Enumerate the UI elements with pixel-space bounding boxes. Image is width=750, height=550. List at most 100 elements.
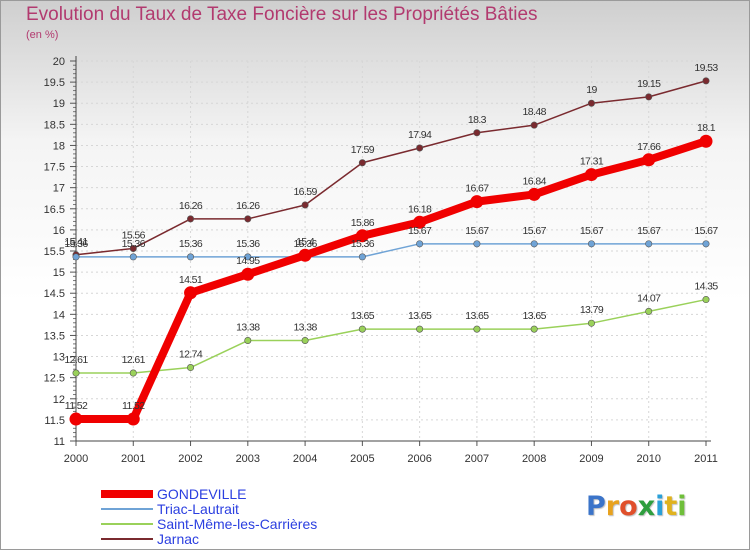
data-label-gondeville: 16.84 [523, 175, 547, 187]
data-label-saint-meme-les-carrieres: 12.74 [179, 349, 203, 361]
y-tick-label: 17 [53, 183, 65, 195]
x-tick-label: 2006 [407, 453, 431, 465]
axis-layer: 11 11.5 12 12.5 13 13.5 14 14.5 15 15.5 16 16.5 17 17… [44, 56, 718, 465]
y-tick-label: 13.5 [44, 330, 65, 342]
legend-swatch-jarnac [101, 538, 153, 540]
data-point-triac-lautrait [416, 240, 424, 248]
data-point-jarnac [473, 129, 481, 137]
data-label-gondeville: 16.18 [408, 203, 432, 215]
y-tick-label: 11 [54, 436, 65, 448]
y-tick-label: 12.5 [44, 373, 65, 385]
data-label-jarnac: 17.59 [351, 144, 375, 156]
data-point-triac-lautrait [530, 240, 538, 248]
series-line-jarnac [75, 80, 707, 256]
data-point-gondeville [527, 187, 541, 201]
data-label-jarnac: 16.26 [179, 200, 203, 212]
logo-letter: i [677, 491, 687, 522]
data-label-saint-meme-les-carrieres: 13.38 [293, 322, 317, 334]
data-point-gondeville [69, 412, 83, 426]
logo-letter: P [586, 491, 606, 522]
y-tick-label: 15 [53, 267, 65, 279]
data-point-gondeville [126, 412, 140, 426]
data-point-jarnac [129, 244, 137, 252]
logo-letter: t [664, 491, 678, 522]
data-label-triac-lautrait: 15.36 [64, 238, 88, 250]
x-tick-label: 2000 [64, 453, 88, 465]
data-label-triac-lautrait: 15.36 [179, 238, 203, 250]
y-tick-label: 19 [53, 98, 65, 110]
data-label-saint-meme-les-carrieres: 13.65 [523, 310, 547, 322]
legend-swatch-triac-lautrait [101, 508, 153, 510]
data-label-jarnac: 17.94 [408, 129, 432, 141]
data-label-jarnac: 16.26 [236, 200, 260, 212]
legend-label-triac-lautrait: Triac-Lautrait [157, 501, 239, 517]
data-point-saint-meme-les-carrieres [530, 325, 538, 333]
y-axis-unit-label: (en %) [26, 29, 59, 41]
data-point-triac-lautrait [587, 240, 595, 248]
data-label-triac-lautrait: 15.67 [523, 225, 547, 237]
y-tick-label: 20 [53, 56, 65, 68]
data-label-gondeville: 16.67 [465, 183, 489, 195]
data-point-gondeville [241, 267, 255, 281]
y-tick-label: 15.5 [44, 246, 65, 258]
proxiti-logo: Proxiti [586, 491, 687, 522]
data-point-gondeville [413, 215, 427, 229]
y-tick-label: 11.5 [44, 415, 65, 427]
data-label-gondeville: 15.86 [351, 217, 375, 229]
data-point-gondeville [699, 134, 713, 148]
data-point-triac-lautrait [129, 253, 137, 261]
data-label-triac-lautrait: 15.67 [465, 225, 489, 237]
data-point-gondeville [470, 195, 484, 209]
data-point-saint-meme-les-carrieres [702, 296, 710, 304]
data-point-saint-meme-les-carrieres [645, 307, 653, 315]
data-point-jarnac [187, 215, 195, 223]
legend-swatch-gondeville [101, 490, 153, 498]
x-tick-label: 2001 [121, 453, 145, 465]
y-tick-label: 17.5 [44, 162, 65, 174]
data-point-saint-meme-les-carrieres [129, 369, 137, 377]
data-label-jarnac: 19 [586, 84, 597, 96]
data-label-jarnac: 15.56 [122, 229, 146, 241]
logo-letter: i [655, 491, 665, 522]
x-tick-label: 2002 [178, 453, 202, 465]
data-point-triac-lautrait [244, 253, 252, 261]
data-label-gondeville: 18.1 [697, 122, 716, 134]
data-label-saint-meme-les-carrieres: 14.35 [694, 281, 718, 293]
data-label-triac-lautrait: 15.36 [236, 238, 260, 250]
x-tick-label: 2010 [636, 453, 660, 465]
x-tick-label: 2009 [579, 453, 603, 465]
series-line-triac-lautrait [76, 243, 706, 258]
x-tick-label: 2003 [236, 453, 260, 465]
data-point-gondeville [642, 153, 656, 167]
y-tick-label: 14.5 [44, 288, 65, 300]
data-label-gondeville: 11.52 [122, 400, 145, 412]
y-tick-label: 13 [53, 352, 65, 364]
data-label-saint-meme-les-carrieres: 12.61 [122, 354, 146, 366]
data-point-jarnac [301, 201, 309, 209]
data-point-saint-meme-les-carrieres [72, 369, 80, 377]
data-point-jarnac [645, 93, 653, 101]
data-label-triac-lautrait: 15.36 [351, 238, 375, 250]
data-label-jarnac: 16.59 [293, 186, 317, 198]
x-tick-label: 2005 [350, 453, 374, 465]
data-point-saint-meme-les-carrieres [244, 337, 252, 345]
data-point-jarnac [702, 77, 710, 85]
data-point-saint-meme-les-carrieres [358, 325, 366, 333]
data-label-jarnac: 19.53 [694, 62, 718, 74]
data-point-saint-meme-les-carrieres [416, 325, 424, 333]
data-label-saint-meme-les-carrieres: 12.61 [64, 354, 88, 366]
logo-letter: x [637, 491, 656, 522]
x-tick-label: 2004 [293, 453, 317, 465]
data-label-gondeville: 14.95 [236, 255, 260, 267]
data-point-gondeville [584, 168, 598, 182]
data-label-triac-lautrait: 15.36 [293, 238, 317, 250]
data-label-jarnac: 19.15 [637, 78, 661, 90]
data-point-saint-meme-les-carrieres [587, 319, 595, 327]
data-label-saint-meme-les-carrieres: 13.38 [236, 322, 260, 334]
data-point-triac-lautrait [645, 240, 653, 248]
data-point-saint-meme-les-carrieres [301, 337, 309, 345]
data-point-triac-lautrait [702, 240, 710, 248]
data-label-jarnac: 18.48 [523, 106, 547, 118]
